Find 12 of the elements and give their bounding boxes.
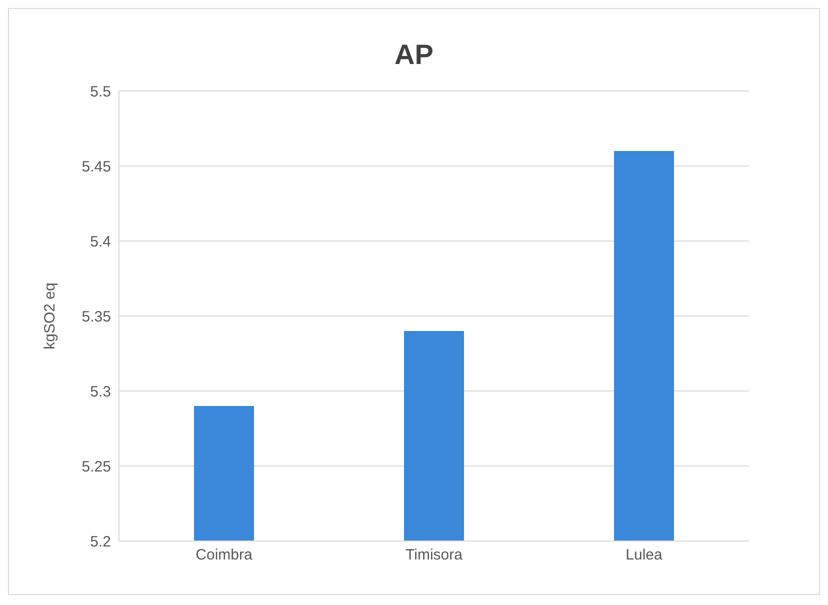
x-tick-label: Timisora — [406, 546, 464, 564]
y-tick-label: 5.4 — [90, 233, 111, 250]
y-axis-title: kgSO2 eq — [41, 282, 58, 350]
x-tick-label: Lulea — [626, 546, 664, 564]
y-tick-label: 5.45 — [82, 158, 111, 176]
y-tick-label: 5.25 — [82, 458, 111, 476]
y-tick-label: 5.35 — [82, 308, 111, 326]
chart-title: AP — [394, 39, 434, 71]
x-tick-label: Coimbra — [196, 546, 253, 564]
y-tick-label: 5.3 — [90, 383, 111, 400]
y-tick-label: 5.5 — [90, 83, 111, 100]
y-tick-label: 5.2 — [90, 533, 111, 550]
